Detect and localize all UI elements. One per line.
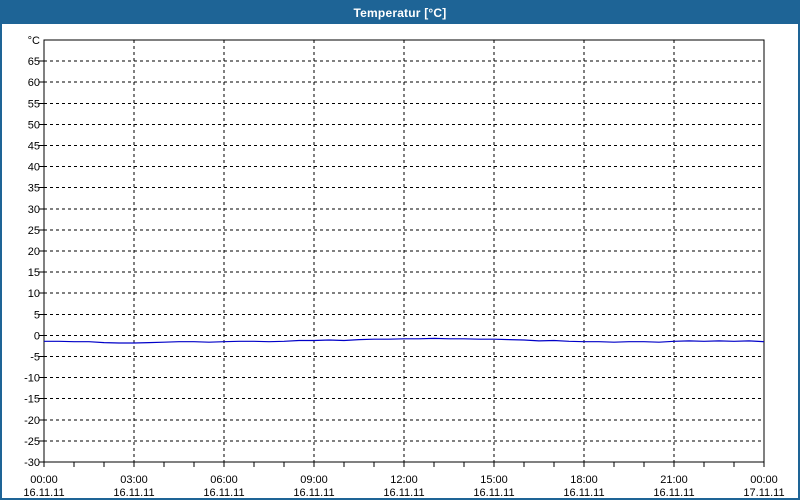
x-axis-time-label: 21:00	[660, 474, 688, 486]
x-axis-time-label: 00:00	[750, 474, 778, 486]
x-axis-date-label: 16.11.11	[23, 487, 64, 499]
y-axis-label: 5	[34, 309, 40, 321]
x-axis-time-label: 00:00	[30, 474, 58, 486]
x-axis-date-label: 16.11.11	[293, 487, 334, 499]
y-axis-label: 35	[28, 183, 40, 195]
y-axis-label: 65	[28, 56, 40, 68]
y-axis-label: -10	[24, 373, 40, 385]
y-axis-label: 0	[34, 330, 40, 342]
temperature-series-line	[44, 337, 765, 344]
y-axis-label: 30	[28, 204, 40, 216]
y-axis-unit-label: °C	[28, 35, 40, 47]
x-axis-time-label: 03:00	[120, 474, 148, 486]
x-axis-date-label: 16.11.11	[113, 487, 154, 499]
x-axis-time-label: 06:00	[210, 474, 238, 486]
y-axis-label: -25	[24, 436, 40, 448]
y-axis-label: 60	[28, 77, 40, 89]
y-axis-label: 55	[28, 98, 40, 110]
window-title-bar: Temperatur [°C]	[2, 2, 798, 24]
y-axis-label: 25	[28, 225, 40, 237]
x-axis-date-label: 17.11.11	[743, 487, 784, 499]
y-axis-label: -30	[24, 457, 40, 469]
x-axis-date-label: 16.11.11	[383, 487, 424, 499]
window-title: Temperatur [°C]	[353, 6, 447, 20]
y-axis-label: 15	[28, 267, 40, 279]
y-axis-label: 40	[28, 162, 40, 174]
x-axis-time-label: 09:00	[300, 474, 328, 486]
y-axis-label: 45	[28, 141, 40, 153]
y-axis-label: 10	[28, 288, 40, 300]
y-axis-label: -5	[30, 352, 40, 364]
x-axis-date-label: 16.11.11	[203, 487, 244, 499]
y-axis-label: 50	[28, 119, 40, 131]
x-axis-time-label: 15:00	[480, 474, 508, 486]
x-axis-date-label: 16.11.11	[653, 487, 694, 499]
x-axis-time-label: 12:00	[390, 474, 418, 486]
x-axis-date-label: 16.11.11	[563, 487, 604, 499]
x-axis-time-label: 18:00	[570, 474, 598, 486]
y-axis-label: -20	[24, 415, 40, 427]
y-axis-label: 20	[28, 246, 40, 258]
y-axis-label: -15	[24, 394, 40, 406]
x-axis-date-label: 16.11.11	[473, 487, 514, 499]
